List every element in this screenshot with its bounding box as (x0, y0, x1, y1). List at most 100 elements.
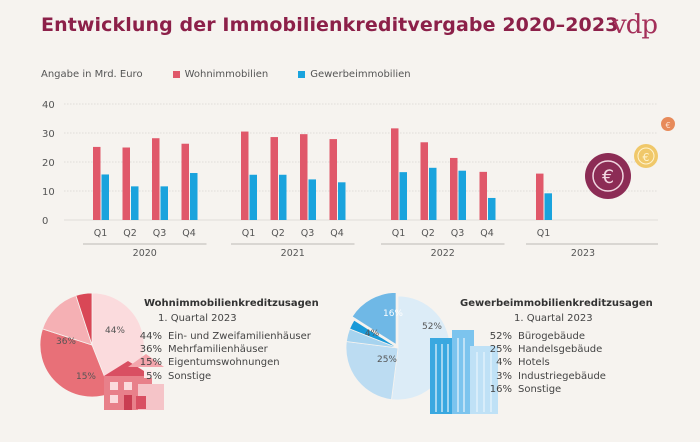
bar-gewerbe (101, 174, 109, 220)
door-icon (124, 395, 132, 410)
legend-swatch-wohn (172, 71, 180, 78)
wohn-pie-legend: 44% Ein- und Zweifamilienhäuser 36% Mehrfam… (134, 330, 311, 383)
legend-label-wohn: Wohnimmobilien (184, 69, 269, 80)
x-tick-label: Q2 (271, 228, 285, 239)
bar-wohn (329, 139, 337, 220)
bar-wohn (241, 131, 249, 220)
bar-wohn (391, 128, 399, 220)
pie-legend-pct: 16% (489, 383, 512, 395)
bar-gewerbe (308, 179, 316, 220)
x-tick-label: Q1 (242, 228, 256, 239)
house-roof-icon (104, 361, 152, 376)
y-tick-label: 10 (42, 187, 55, 198)
pie-legend-row: 3% Industriegebäude (484, 370, 606, 383)
y-tick-label: 20 (42, 158, 55, 169)
pie-legend-label: Bürogebäude (518, 331, 586, 342)
pie-legend-pct: 4% (496, 357, 512, 369)
pie-legend-label: Ein- und Zweifamilienhäuser (168, 331, 311, 342)
pie-legend-pct: 52% (489, 331, 512, 342)
pie-legend-label: Eigentumswohnungen (168, 357, 280, 369)
year-label: 2020 (133, 248, 157, 259)
x-tick-label: Q4 (330, 228, 344, 239)
x-tick-label: Q4 (182, 228, 196, 239)
bar-gewerbe (338, 182, 346, 220)
gold-coin-ring-icon (637, 147, 655, 165)
year-label: 2023 (571, 248, 595, 259)
pie-legend-label: Hotels (518, 357, 550, 369)
bar-wohn (152, 138, 160, 220)
wohn-pie-subtitle: 1. Quartal 2023 (158, 313, 237, 324)
pie-legend-label: Industriegebäude (518, 370, 606, 382)
pie-slice (349, 319, 399, 349)
bar-marks (93, 128, 552, 220)
y-tick-label: 40 (42, 100, 55, 111)
bar-gewerbe (429, 167, 437, 220)
house2-roof-icon (128, 354, 164, 367)
pie-legend-row: 16% Sonstige (484, 383, 606, 396)
window-icon (110, 395, 118, 403)
x-tick-label: Q4 (480, 228, 494, 239)
pie-legend-row: 15% Eigentumswohnungen (134, 356, 311, 369)
euro-sign-icon: € (602, 166, 614, 188)
coin-ring-icon (592, 160, 624, 192)
pie-legend-label: Handelsgebäude (518, 344, 603, 356)
x-tick-label: Q3 (301, 228, 315, 239)
wohn-pie-title: Wohnimmobilienkreditzusagen (144, 298, 319, 309)
legend-label-gewerbe: Gewerbeimmobilien (310, 69, 411, 80)
x-tick-label: Q1 (94, 228, 108, 239)
small-coin-icon (661, 117, 675, 131)
bar-wohn (270, 137, 278, 220)
pie-legend-pct: 3% (496, 370, 512, 382)
bar-gewerbe (190, 173, 198, 220)
bar-wohn (93, 146, 101, 220)
window-icon (124, 382, 132, 390)
bar-gewerbe (399, 172, 407, 220)
pie-slice-label: 15% (76, 372, 96, 382)
vdp-logo: vdp (612, 10, 658, 40)
x-tick-label: Q2 (123, 228, 137, 239)
gewerbe-pie-legend: 52% Bürogebäude 25% Handelsgebäude 4% Hotels 3… (484, 330, 606, 396)
pie-slice-label: 36% (56, 337, 76, 347)
large-euro-coin-icon (585, 153, 631, 199)
bar-wohn (181, 143, 189, 220)
coins-illustration: € € € (585, 117, 675, 199)
window-icon (110, 382, 118, 390)
pie-legend-label: Sonstige (168, 370, 212, 382)
pie-slice (75, 292, 93, 346)
x-tick-label: Q1 (537, 228, 551, 239)
pie-legend-pct: 44% (139, 331, 162, 342)
bar-gewerbe (249, 174, 257, 220)
pie-legend-row: 52% Bürogebäude (484, 330, 606, 343)
bar-wohn (536, 173, 544, 220)
pie-legend-pct: 15% (139, 357, 162, 369)
page-title: Entwicklung der Immobilienkreditvergabe … (41, 14, 619, 36)
gewerbe-pie-subtitle: 1. Quartal 2023 (514, 313, 593, 324)
bar-wohn (122, 147, 130, 220)
pie-legend-row: 25% Handelsgebäude (484, 343, 606, 356)
pie-slice-label: 52% (422, 322, 442, 332)
x-tick-label: Q3 (153, 228, 167, 239)
pie-legend-pct: 25% (489, 344, 512, 356)
legend-swatch-gewerbe (298, 71, 306, 78)
bar-wohn (479, 171, 487, 220)
bar-wohn (420, 142, 428, 220)
pie-legend-row: 4% Hotels (484, 356, 606, 369)
window-icon (144, 370, 152, 378)
x-tick-label: Q3 (451, 228, 465, 239)
small-euro-sign-icon: € (665, 121, 670, 130)
y-tick-label: 0 (42, 216, 48, 227)
pie-slice-label: 4% (365, 329, 380, 339)
houses-illustration (104, 354, 164, 410)
chart-legend: Angabe in Mrd. Euro Wohnimmobilien Gewer… (41, 69, 411, 80)
door-icon (136, 396, 146, 409)
pie-slice (351, 292, 397, 346)
bar-gewerbe (131, 186, 139, 220)
legend-item-gewerbe: Gewerbeimmobilien (298, 69, 411, 80)
y-tick-label: 30 (42, 129, 55, 140)
pie-legend-label: Sonstige (518, 383, 562, 395)
bar-gewerbe (488, 197, 496, 220)
x-tick-label: Q1 (392, 228, 406, 239)
bar-gewerbe (544, 193, 552, 220)
gold-euro-sign-icon: € (643, 151, 650, 164)
pie-slice (39, 328, 112, 398)
